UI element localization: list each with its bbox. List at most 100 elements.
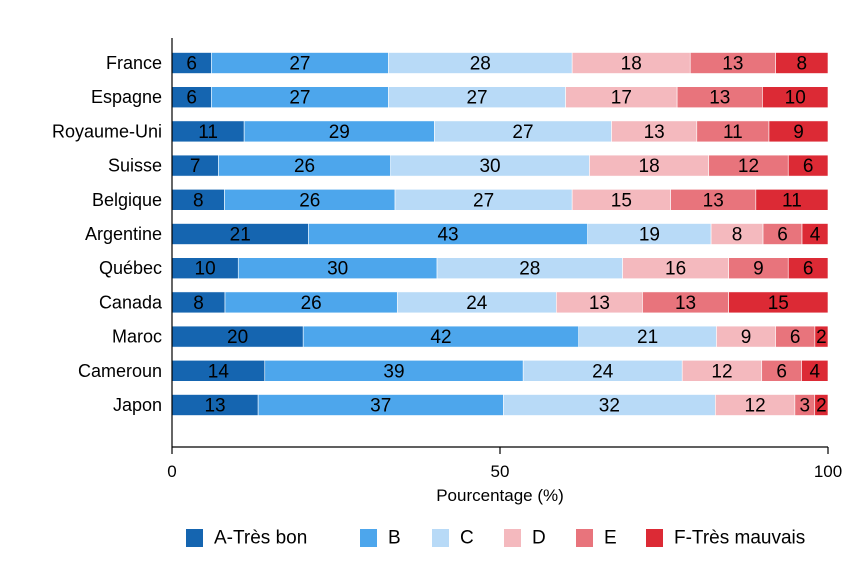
legend-label: A-Très bon [214, 528, 307, 549]
legend-label: F-Très mauvais [674, 528, 805, 549]
bar-value-label: 6 [777, 225, 788, 246]
category-labels: France Espagne Royaume-Uni Suisse Belgique Ar… [52, 53, 163, 415]
bar-segment [814, 325, 829, 348]
x-axis-ticks: 0 50 100 [167, 447, 842, 481]
bar-value-label: 6 [186, 88, 197, 109]
bar-value-label: 26 [301, 293, 322, 314]
bar-value-label: 28 [470, 54, 491, 75]
bar-segment [814, 394, 829, 416]
legend-label: C [460, 528, 474, 549]
bar-value-label: 27 [289, 54, 310, 75]
legend-swatch [576, 529, 593, 547]
legend-label: B [388, 528, 401, 549]
bar-value-label: 30 [327, 259, 348, 280]
bar-value-label: 13 [644, 122, 665, 143]
bar-value-label: 14 [208, 361, 230, 382]
bar-value-label: 12 [738, 156, 759, 177]
legend-swatch [432, 529, 449, 547]
bar-value-label: 27 [473, 190, 494, 211]
bar-value-label: 20 [227, 327, 248, 348]
category-label: Québec [99, 258, 162, 278]
bar-value-label: 13 [204, 396, 225, 417]
bar-value-label: 8 [796, 54, 807, 75]
legend-swatch [360, 529, 377, 547]
bar-value-label: 42 [430, 327, 451, 348]
bar-value-label: 13 [703, 190, 724, 211]
bar-value-label: 39 [383, 361, 404, 382]
legend-swatch [186, 529, 203, 547]
bar-value-label: 15 [768, 293, 789, 314]
bar-value-label: 19 [639, 225, 660, 246]
bar-value-label: 8 [193, 293, 204, 314]
bar-value-label: 12 [745, 396, 766, 417]
bar-value-label: 6 [776, 361, 787, 382]
bar-value-label: 18 [621, 54, 642, 75]
category-label: France [106, 53, 162, 73]
bar-value-label: 9 [741, 327, 752, 348]
bar-value-label: 21 [230, 225, 251, 246]
bar-value-label: 11 [723, 122, 743, 143]
bar-value-label: 12 [711, 361, 732, 382]
bar-segment [801, 359, 829, 382]
category-label: Argentine [85, 224, 162, 244]
bar-value-label: 8 [193, 190, 204, 211]
bar-value-label: 2 [816, 396, 827, 417]
bar-value-label: 3 [800, 396, 811, 417]
bar-value-label: 13 [675, 293, 696, 314]
legend: A-Très bon B C D E F-Très mauvais [186, 528, 805, 549]
category-label: Royaume-Uni [52, 121, 162, 141]
legend-label: E [604, 528, 617, 549]
bar-value-label: 24 [592, 361, 614, 382]
x-tick-label: 0 [167, 462, 176, 481]
bar-segment [762, 86, 829, 108]
bar-segment [728, 291, 829, 314]
bar-value-label: 37 [370, 396, 391, 417]
bar-value-label: 7 [190, 156, 201, 177]
bar-value-label: 18 [639, 156, 660, 177]
category-label: Belgique [92, 190, 162, 210]
bar-value-label: 6 [790, 327, 801, 348]
bar-segment [755, 189, 829, 211]
bar-value-label: 6 [186, 54, 197, 75]
bar-value-label: 28 [519, 259, 540, 280]
bar-value-label: 11 [198, 122, 218, 143]
category-label: Maroc [112, 327, 162, 347]
bar-value-label: 13 [722, 54, 743, 75]
bar-value-label: 9 [753, 259, 764, 280]
bar-value-label: 26 [299, 190, 320, 211]
bar-value-label: 11 [782, 190, 802, 211]
category-label: Japon [113, 395, 162, 415]
bar-value-label: 8 [732, 225, 743, 246]
bar-value-label: 21 [637, 327, 658, 348]
bar-value-label: 27 [289, 88, 310, 109]
category-label: Cameroun [78, 361, 162, 381]
bar-value-label: 29 [329, 122, 350, 143]
legend-swatch [504, 529, 521, 547]
category-label: Espagne [91, 87, 162, 107]
x-tick-label: 50 [491, 462, 510, 481]
bar-value-label: 16 [665, 259, 686, 280]
bar-value-label: 2 [816, 327, 827, 348]
bar-segment [787, 154, 829, 177]
bar-segment [768, 120, 829, 143]
x-axis-title: Pourcentage (%) [436, 486, 564, 505]
bar-value-label: 26 [294, 156, 315, 177]
bar-value-label: 32 [599, 396, 620, 417]
category-label: Suisse [108, 156, 162, 176]
bar-value-label: 27 [512, 122, 533, 143]
bar-segment [775, 52, 829, 74]
bar-value-label: 27 [466, 88, 487, 109]
legend-swatch [646, 529, 663, 547]
bar-value-label: 15 [611, 190, 632, 211]
x-tick-label: 100 [814, 462, 842, 481]
bar-value-label: 30 [479, 156, 500, 177]
bar-segment [801, 223, 829, 245]
bar-value-label: 10 [195, 259, 216, 280]
category-label: Canada [99, 292, 163, 312]
bar-value-label: 4 [810, 225, 821, 246]
bar-value-label: 43 [437, 225, 458, 246]
bar-value-label: 9 [793, 122, 804, 143]
bar-value-label: 6 [803, 156, 814, 177]
